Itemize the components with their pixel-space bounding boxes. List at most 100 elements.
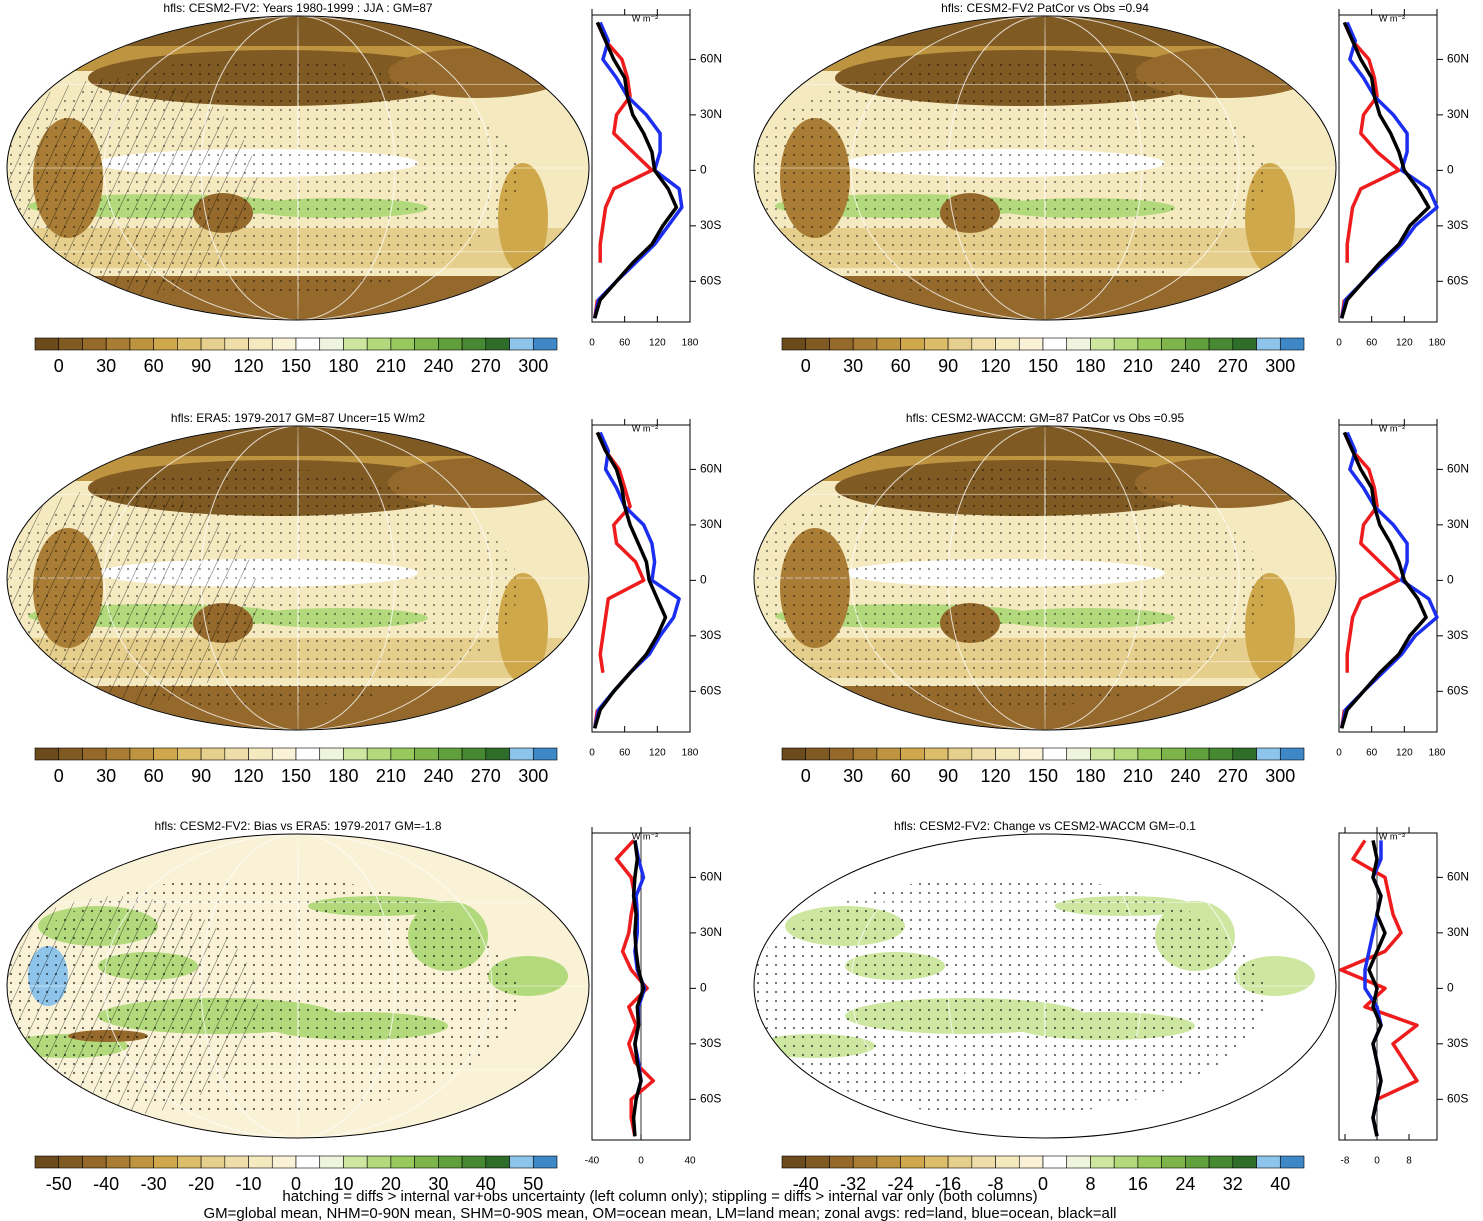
colorbar: 0 30 60 90 120 150 180 210 240 270 300	[781, 337, 1305, 376]
colorbar-box	[532, 337, 558, 351]
colorbar-box	[200, 747, 226, 761]
colorbar-box	[271, 747, 297, 761]
colorbar-box	[1018, 1155, 1044, 1169]
colorbar-box	[829, 747, 854, 761]
colorbar-box	[1185, 337, 1210, 351]
hatch	[7, 78, 258, 298]
y-tick-label: 60S	[700, 1091, 721, 1105]
colorbar-label: 240	[1170, 356, 1200, 376]
colorbar-box	[1066, 337, 1091, 351]
zonal-line	[1339, 839, 1419, 1137]
colorbar-box	[829, 337, 854, 351]
y-tick-label: 60N	[1447, 870, 1469, 884]
colorbar-box	[829, 1155, 854, 1169]
colorbar-box	[271, 337, 297, 351]
colorbar-label: 0	[54, 766, 64, 786]
x-tick-label: 180	[682, 338, 699, 349]
x-tick-label: 0	[1336, 338, 1342, 349]
colorbar-box	[58, 747, 83, 761]
colorbar-box	[105, 337, 131, 351]
colorbar-label: 120	[234, 766, 264, 786]
colorbar-box	[852, 1155, 878, 1169]
y-tick-label: 30S	[1447, 1036, 1468, 1050]
colorbar-label: 60	[144, 766, 164, 786]
colorbar-label: -50	[46, 1174, 72, 1194]
colorbar-box	[1018, 337, 1044, 351]
colorbar-label: 90	[938, 766, 958, 786]
colorbar-label: 0	[801, 766, 811, 786]
colorbar-box	[805, 337, 830, 351]
colorbar-box	[924, 1155, 949, 1169]
colorbar-box	[461, 747, 487, 761]
colorbar-box	[177, 747, 202, 761]
colorbar-box	[1279, 747, 1305, 761]
x-tick-label: 180	[1429, 748, 1446, 759]
colorbar-box	[1113, 747, 1139, 761]
colorbar-box	[876, 747, 901, 761]
colorbar-box	[153, 1155, 178, 1169]
plot-frame	[591, 424, 691, 733]
colorbar-label: 40	[476, 1174, 496, 1194]
colorbar-label: -32	[840, 1174, 866, 1194]
colorbar-box	[1185, 747, 1210, 761]
colorbar-label: 120	[981, 766, 1011, 786]
colorbar-label: 32	[1223, 1174, 1243, 1194]
colorbar-label: 30	[428, 1174, 448, 1194]
colorbar-box	[224, 337, 249, 351]
colorbar-label: 240	[423, 766, 453, 786]
colorbar-label: 30	[843, 766, 863, 786]
colorbar-box	[200, 337, 226, 351]
colorbar-label: 8	[1085, 1174, 1095, 1194]
colorbar-label: 30	[96, 356, 116, 376]
map	[754, 426, 1336, 730]
colorbar-box	[485, 1155, 510, 1169]
colorbar: 0 30 60 90 120 150 180 210 240 270 300	[34, 747, 558, 786]
colorbar-box	[105, 1155, 131, 1169]
colorbar-label: 300	[518, 356, 548, 376]
colorbar-label: 120	[234, 356, 264, 376]
colorbar-label: 270	[1218, 766, 1248, 786]
colorbar: 0 30 60 90 120 150 180 210 240 270 300	[781, 747, 1305, 786]
colorbar-box	[129, 747, 154, 761]
zonal-line	[1367, 840, 1387, 1137]
colorbar-box	[852, 747, 878, 761]
y-tick-label: 60S	[700, 683, 721, 697]
plot-frame	[1338, 424, 1438, 733]
x-tick-label: -40	[585, 1156, 600, 1167]
zonal-line	[1340, 431, 1428, 729]
colorbar-box	[366, 337, 392, 351]
colorbar-box	[390, 337, 415, 351]
colorbar: -40 -32 -24 -16 -8 0 8 16 24 32 40	[781, 1155, 1305, 1194]
zonal-line	[1340, 21, 1431, 319]
colorbar-box	[1066, 747, 1091, 761]
colorbar-label: 90	[938, 356, 958, 376]
colorbar-label: 0	[1038, 1174, 1048, 1194]
colorbar-label: 0	[801, 356, 811, 376]
colorbar-box	[438, 337, 463, 351]
colorbar-label: 180	[1075, 356, 1105, 376]
colorbar-box	[1137, 747, 1162, 761]
y-tick-label: 30S	[1447, 628, 1468, 642]
x-tick-label: 180	[1429, 338, 1446, 349]
map-border	[6, 425, 590, 731]
colorbar-box	[781, 337, 807, 351]
colorbar-label: 300	[518, 766, 548, 786]
colorbar-box	[1042, 747, 1068, 761]
colorbar-box	[1232, 747, 1257, 761]
colorbar-label: 50	[523, 1174, 543, 1194]
map-border	[753, 15, 1337, 321]
y-tick-label: 60S	[1447, 683, 1468, 697]
colorbar-label: 270	[471, 356, 501, 376]
map	[754, 16, 1336, 320]
colorbar-box	[82, 1155, 107, 1169]
colorbar: -50 -40 -30 -20 -10 0 10 20 30 40 50	[34, 1155, 558, 1194]
colorbar-box	[1090, 1155, 1115, 1169]
colorbar-label: 150	[281, 766, 311, 786]
y-tick-label: 60S	[700, 273, 721, 287]
colorbar-box	[781, 747, 807, 761]
colorbar-box	[532, 1155, 558, 1169]
colorbar-box	[1066, 1155, 1091, 1169]
colorbar-label: -40	[793, 1174, 819, 1194]
units: W m⁻²	[1379, 831, 1405, 841]
y-tick-label: 60N	[700, 52, 722, 66]
